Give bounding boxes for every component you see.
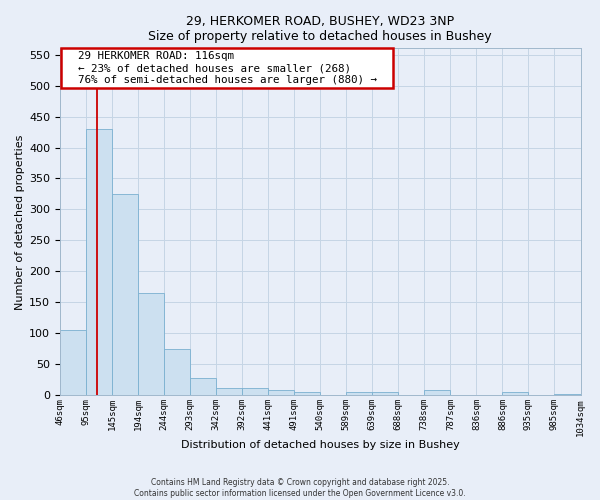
Bar xyxy=(346,392,373,396)
Text: 29 HERKOMER ROAD: 116sqm
  ← 23% of detached houses are smaller (268)
  76% of s: 29 HERKOMER ROAD: 116sqm ← 23% of detach… xyxy=(65,52,389,84)
Bar xyxy=(424,390,451,396)
Bar xyxy=(60,330,86,396)
Bar xyxy=(242,388,268,396)
Y-axis label: Number of detached properties: Number of detached properties xyxy=(15,134,25,310)
Bar xyxy=(554,394,581,396)
Text: Contains HM Land Registry data © Crown copyright and database right 2025.
Contai: Contains HM Land Registry data © Crown c… xyxy=(134,478,466,498)
Bar xyxy=(138,293,164,396)
Bar xyxy=(216,388,242,396)
Bar xyxy=(373,392,398,396)
Bar xyxy=(164,349,190,396)
Bar xyxy=(268,390,294,396)
Bar xyxy=(294,392,320,396)
Bar xyxy=(112,194,138,396)
Title: 29, HERKOMER ROAD, BUSHEY, WD23 3NP
Size of property relative to detached houses: 29, HERKOMER ROAD, BUSHEY, WD23 3NP Size… xyxy=(148,15,492,43)
Bar xyxy=(86,129,112,396)
X-axis label: Distribution of detached houses by size in Bushey: Distribution of detached houses by size … xyxy=(181,440,460,450)
Bar xyxy=(190,378,216,396)
Bar xyxy=(502,392,529,396)
